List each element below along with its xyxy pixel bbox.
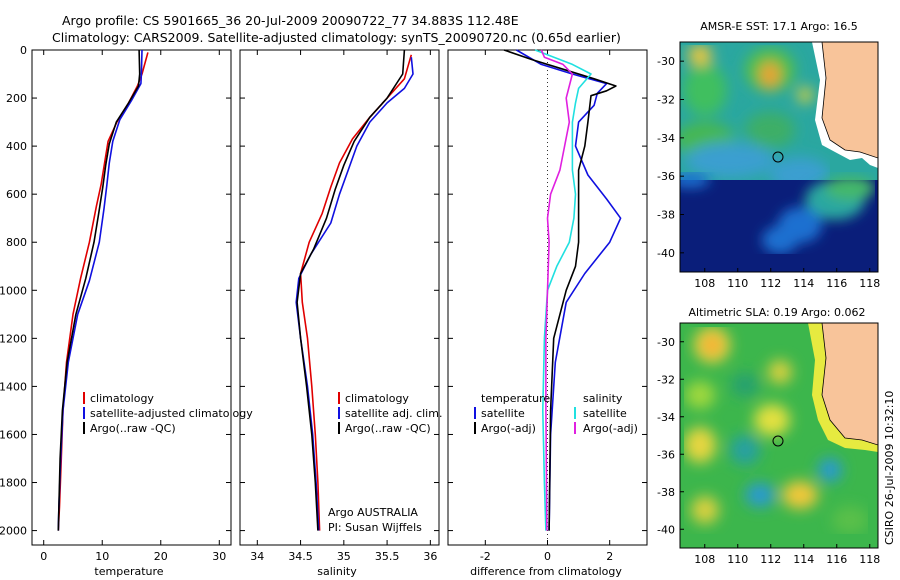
ytick-label: 0 [20,44,27,57]
xtick-label: -2 [480,550,491,563]
legend-argo: Argo(..raw -QC) [90,422,176,435]
legend-header-temperature: temperature [481,392,550,405]
xtick-label: 10 [95,550,109,563]
ytick-label: 2000 [0,525,27,538]
map-ytick-label: -34 [657,132,675,145]
series-line-argo-raw-qc- [296,49,406,531]
legend-sal-argo: Argo(-adj) [583,422,638,435]
series-line-temperature-satellite [515,49,622,531]
map-ytick-label: -36 [657,448,675,461]
xtick-label: 36 [423,550,437,563]
ytick-label: 800 [6,236,27,249]
xtick-label: 35.5 [375,550,400,563]
sla-map [680,323,878,548]
figure-title-line1: Argo profile: CS 5901665_36 20-Jul-2009 … [62,13,519,28]
sla-argo-marker [772,435,784,447]
difference-profile-panel: -2 0 2 [447,49,648,563]
xtick-label: 0 [544,550,551,563]
legend-temp-satellite: satellite [481,407,525,420]
ytick-label: 200 [6,92,27,105]
map-ytick-label: -38 [657,486,675,499]
ytick-label: 1000 [0,284,27,297]
map-ytick-label: -34 [657,411,675,424]
series-line-satellite-adj-clim- [295,57,414,531]
map-xtick-label: 110 [727,277,748,290]
sst-argo-marker [772,151,784,163]
salinity-profile-panel: 34 34.5 35 35.5 36 [239,49,440,563]
xtick-label: 34 [250,550,264,563]
temperature-profile-panel: 0 10 20 30 0 200 400 600 800 1000 1200 1400 1600 1800… [0,44,232,563]
ytick-label: 1400 [0,380,27,393]
map-xtick-label: 108 [694,553,715,566]
xtick-label: 20 [154,550,168,563]
map-xtick-label: 116 [826,553,847,566]
legend-argo: Argo(..raw -QC) [345,422,431,435]
legend-climatology: climatology [90,392,154,405]
annotation-argo-australia: Argo AUSTRALIA [328,506,418,519]
series-line-argo-raw-qc- [57,49,141,531]
map-ytick-label: -32 [657,373,675,386]
ytick-label: 400 [6,140,27,153]
map-ytick-label: -40 [657,247,675,260]
ytick-label: 600 [6,188,27,201]
legend-satellite-adjusted: satellite-adjusted climatology [90,407,253,420]
map-xtick-label: 118 [859,277,880,290]
salinity-axes-frame [239,49,440,546]
map-ytick-label: -30 [657,55,675,68]
difference-legend: temperature salinity satellite Argo(-adj… [474,392,638,435]
salinity-legend: climatology satellite adj. clim. Argo(..… [328,392,442,534]
sla-map-title: Altimetric SLA: 0.19 Argo: 0.062 [688,306,865,319]
map-xtick-label: 110 [727,553,748,566]
series-line-salinity-argo-adj- [540,49,574,531]
sla-map-frame [679,322,879,549]
legend-climatology: climatology [345,392,409,405]
figure-title-line2: Climatology: CARS2009. Satellite-adjuste… [52,30,621,45]
annotation-pi: PI: Susan Wijffels [328,521,422,534]
temperature-axes-frame [31,49,232,546]
map-xtick-label: 112 [760,553,781,566]
legend-temp-argo: Argo(-adj) [481,422,536,435]
difference-xlabel: difference from climatology [470,565,622,578]
temperature-xlabel: temperature [94,565,163,578]
csiro-timestamp: CSIRO 26-Jul-2009 10:32:10 [883,391,896,545]
map-ytick-label: -32 [657,94,675,107]
xtick-label: 35 [337,550,351,563]
ytick-label: 1600 [0,428,27,441]
xtick-label: 2 [606,550,613,563]
sst-map-frame [679,41,879,273]
series-line-salinity-satellite [534,49,592,531]
sst-map [680,42,878,272]
map-xtick-label: 112 [760,277,781,290]
xtick-label: 0 [40,550,47,563]
legend-satellite-adj: satellite adj. clim. [345,407,442,420]
map-xtick-label: 114 [793,553,814,566]
ytick-label: 1800 [0,477,27,490]
xtick-label: 34.5 [288,550,313,563]
legend-header-salinity: salinity [583,392,623,405]
ytick-label: 1200 [0,332,27,345]
temperature-legend: climatology satellite-adjusted climatolo… [83,392,253,435]
salinity-xlabel: salinity [317,565,357,578]
map-xtick-label: 116 [826,277,847,290]
map-xtick-label: 108 [694,277,715,290]
map-ytick-label: -40 [657,523,675,536]
map-ytick-label: -36 [657,170,675,183]
map-ytick-label: -30 [657,336,675,349]
map-xtick-label: 114 [793,277,814,290]
sst-map-title: AMSR-E SST: 17.1 Argo: 16.5 [700,20,858,33]
map-xtick-label: 118 [859,553,880,566]
legend-sal-satellite: satellite [583,407,627,420]
map-ytick-label: -38 [657,209,675,222]
xtick-label: 30 [212,550,226,563]
